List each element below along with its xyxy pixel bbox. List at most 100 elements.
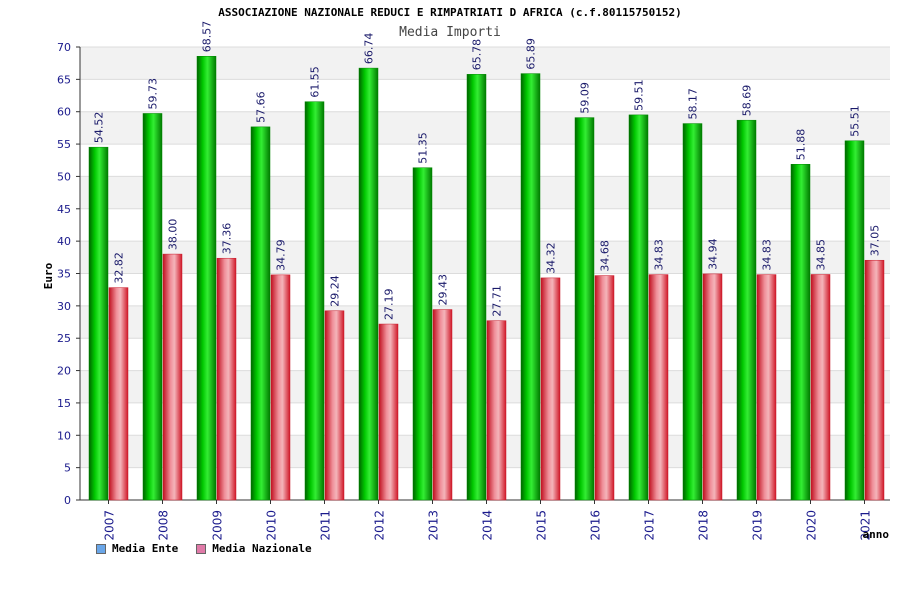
bar-media-nazionale bbox=[486, 320, 507, 501]
value-label-media-nazionale: 27.71 bbox=[491, 285, 504, 317]
value-label-media-nazionale: 34.79 bbox=[275, 239, 288, 271]
bar-media-ente bbox=[358, 67, 379, 501]
value-label-media-ente: 51.88 bbox=[795, 129, 808, 161]
legend-swatch-media-ente bbox=[96, 543, 106, 554]
value-label-media-nazionale: 29.24 bbox=[329, 275, 342, 307]
value-label-media-nazionale: 34.83 bbox=[761, 239, 774, 271]
bar-media-ente bbox=[250, 126, 271, 501]
y-tick-label: 0 bbox=[64, 494, 71, 507]
value-label-media-nazionale: 37.05 bbox=[869, 225, 882, 257]
chart-title: Media Importi bbox=[399, 25, 501, 40]
value-label-media-ente: 54.52 bbox=[93, 112, 106, 144]
y-tick-label: 50 bbox=[57, 170, 71, 183]
value-label-media-ente: 65.78 bbox=[471, 39, 484, 71]
y-tick-label: 60 bbox=[57, 106, 71, 119]
bar-media-ente bbox=[736, 119, 757, 501]
x-tick-label: 2018 bbox=[697, 510, 711, 541]
value-label-media-nazionale: 38.00 bbox=[167, 219, 180, 251]
y-tick-label: 20 bbox=[57, 365, 71, 378]
y-tick-label: 10 bbox=[57, 429, 71, 442]
bar-media-ente bbox=[790, 164, 811, 501]
legend: Media Ente Media Nazionale bbox=[96, 542, 312, 555]
x-axis-label: anno bbox=[863, 528, 890, 541]
value-label-media-ente: 55.51 bbox=[849, 105, 862, 137]
x-tick-label: 2010 bbox=[265, 510, 279, 541]
bar-media-nazionale bbox=[216, 257, 237, 501]
y-axis-label: Euro bbox=[42, 262, 55, 289]
x-tick-label: 2011 bbox=[319, 510, 333, 541]
value-label-media-ente: 59.51 bbox=[633, 79, 646, 111]
y-tick-label: 25 bbox=[57, 332, 71, 345]
bar-media-ente bbox=[574, 117, 595, 501]
x-tick-label: 2009 bbox=[211, 510, 225, 541]
bar-media-ente bbox=[412, 167, 433, 501]
value-label-media-ente: 59.09 bbox=[579, 82, 592, 114]
x-tick-label: 2008 bbox=[157, 510, 171, 541]
value-label-media-nazionale: 34.68 bbox=[599, 240, 612, 272]
value-label-media-nazionale: 34.32 bbox=[545, 242, 558, 274]
bar-media-ente bbox=[304, 101, 325, 501]
bar-media-nazionale bbox=[810, 274, 831, 501]
value-label-media-nazionale: 34.94 bbox=[707, 238, 720, 270]
value-label-media-nazionale: 34.83 bbox=[653, 239, 666, 271]
bar-media-nazionale bbox=[270, 274, 291, 501]
x-tick-label: 2014 bbox=[481, 510, 495, 541]
value-label-media-nazionale: 34.85 bbox=[815, 239, 828, 271]
value-label-media-ente: 68.57 bbox=[201, 21, 214, 53]
x-tick-label: 2007 bbox=[103, 510, 117, 541]
value-label-media-ente: 58.69 bbox=[741, 85, 754, 117]
value-label-media-ente: 57.66 bbox=[255, 91, 268, 123]
value-label-media-ente: 66.74 bbox=[363, 33, 376, 65]
bar-media-ente bbox=[520, 73, 541, 501]
bar-media-nazionale bbox=[540, 277, 561, 501]
y-tick-label: 65 bbox=[57, 73, 71, 86]
bar-media-ente bbox=[88, 146, 109, 501]
y-tick-label: 70 bbox=[57, 41, 71, 54]
bar-media-ente bbox=[142, 113, 163, 501]
bar-media-nazionale bbox=[378, 323, 399, 501]
bar-media-nazionale bbox=[702, 273, 723, 501]
x-tick-label: 2012 bbox=[373, 510, 387, 541]
bar-media-nazionale bbox=[432, 309, 453, 501]
legend-label-media-nazionale: Media Nazionale bbox=[212, 542, 312, 555]
value-label-media-nazionale: 32.82 bbox=[113, 252, 126, 284]
page-title: ASSOCIAZIONE NAZIONALE REDUCI E RIMPATRI… bbox=[218, 6, 682, 19]
value-label-media-nazionale: 29.43 bbox=[437, 274, 450, 306]
x-tick-label: 2017 bbox=[643, 510, 657, 541]
value-label-media-ente: 58.17 bbox=[687, 88, 700, 120]
bar-media-ente bbox=[628, 114, 649, 501]
legend-item-media-ente: Media Ente bbox=[96, 542, 178, 555]
x-tick-label: 2015 bbox=[535, 510, 549, 541]
value-label-media-ente: 59.73 bbox=[147, 78, 160, 110]
y-tick-label: 30 bbox=[57, 300, 71, 313]
value-label-media-ente: 65.89 bbox=[525, 38, 538, 70]
bar-media-nazionale bbox=[162, 253, 183, 501]
x-tick-label: 2013 bbox=[427, 510, 441, 541]
y-tick-label: 40 bbox=[57, 235, 71, 248]
bar-media-ente bbox=[844, 140, 865, 501]
y-tick-label: 45 bbox=[57, 203, 71, 216]
bar-media-nazionale bbox=[756, 274, 777, 501]
bar-media-nazionale bbox=[594, 275, 615, 501]
legend-swatch-media-nazionale bbox=[196, 543, 207, 554]
bar-media-nazionale bbox=[648, 274, 669, 501]
bar-media-ente bbox=[682, 123, 703, 501]
y-tick-label: 35 bbox=[57, 268, 71, 281]
legend-item-media-nazionale: Media Nazionale bbox=[196, 542, 312, 555]
legend-label-media-ente: Media Ente bbox=[112, 542, 179, 555]
y-tick-label: 15 bbox=[57, 397, 71, 410]
value-label-media-nazionale: 37.36 bbox=[221, 223, 234, 255]
x-tick-label: 2021 bbox=[859, 510, 873, 541]
value-label-media-ente: 61.55 bbox=[309, 66, 322, 98]
x-tick-label: 2019 bbox=[751, 510, 765, 541]
bar-media-ente bbox=[466, 74, 487, 501]
bar-media-ente bbox=[196, 56, 217, 501]
value-label-media-nazionale: 27.19 bbox=[383, 289, 396, 321]
y-tick-label: 5 bbox=[64, 462, 71, 475]
bar-media-nazionale bbox=[108, 287, 129, 501]
bar-media-nazionale bbox=[864, 259, 885, 501]
value-label-media-ente: 51.35 bbox=[417, 132, 430, 164]
x-tick-label: 2016 bbox=[589, 510, 603, 541]
x-tick-label: 2020 bbox=[805, 510, 819, 541]
